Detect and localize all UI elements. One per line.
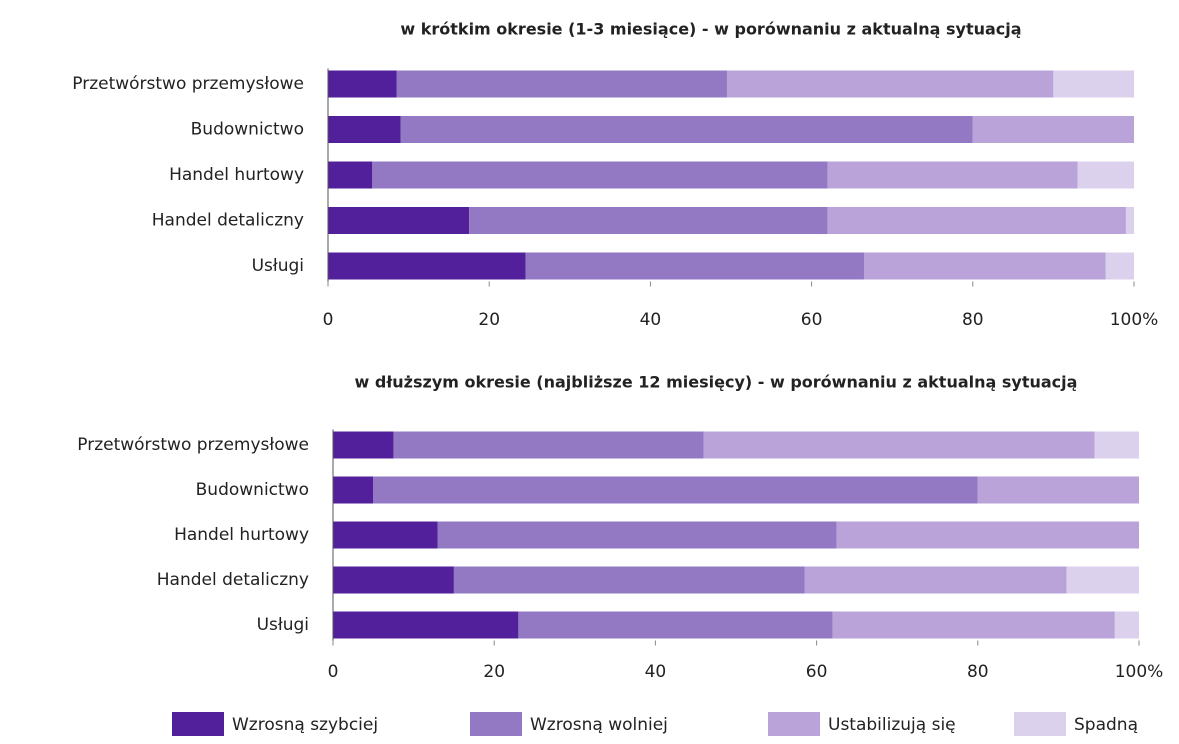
bar-segment	[453, 566, 805, 594]
bar-segment	[437, 521, 837, 549]
bar-segment	[863, 252, 1106, 280]
bar-segment	[1114, 611, 1139, 639]
y-tick-label: Usługi	[257, 615, 309, 635]
bar-segment	[1125, 207, 1134, 234]
bar-segment	[703, 431, 1095, 459]
bar-segment	[328, 70, 397, 98]
y-tick-label: Handel detaliczny	[152, 211, 304, 231]
bar-segment	[832, 611, 1115, 639]
bar-segment	[373, 476, 978, 504]
legend-swatch	[768, 712, 820, 736]
x-tick-label: 80	[962, 310, 984, 330]
legend-swatch	[1014, 712, 1066, 736]
bar-segment	[726, 70, 1054, 98]
bar-segment	[328, 116, 401, 143]
bar-segment	[518, 611, 833, 639]
x-tick-label: 20	[478, 310, 500, 330]
y-tick-label: Przetwórstwo przemysłowe	[72, 74, 304, 94]
x-tick-label: 0	[323, 310, 334, 330]
x-tick-label: 40	[640, 310, 662, 330]
bar-segment	[372, 161, 828, 189]
bar-segment	[328, 252, 526, 280]
bar-segment	[333, 566, 454, 594]
bar-segment	[525, 252, 864, 280]
bar-segment	[827, 207, 1126, 234]
bar-segment	[400, 116, 973, 143]
y-tick-label: Handel hurtowy	[174, 525, 309, 545]
bar-segment	[1105, 252, 1134, 280]
bar-segment	[333, 611, 519, 639]
x-tick-label: 100%	[1110, 310, 1159, 330]
bar-segment	[328, 161, 373, 189]
bar-segment	[836, 521, 1139, 549]
y-tick-label: Budownictwo	[191, 120, 304, 140]
chart-title: w dłuższym okresie (najbliższe 12 miesię…	[355, 373, 1078, 392]
legend-label: Spadną	[1074, 715, 1138, 735]
bar-segment	[393, 431, 704, 459]
bar-segment	[827, 161, 1078, 189]
x-tick-label: 40	[645, 662, 667, 682]
y-tick-label: Handel detaliczny	[157, 570, 309, 590]
x-tick-label: 100%	[1115, 662, 1164, 682]
bar-segment	[333, 476, 374, 504]
bar-segment	[977, 476, 1139, 504]
y-tick-label: Budownictwo	[196, 480, 309, 500]
bar-segment	[972, 116, 1134, 143]
bar-segment	[469, 207, 828, 234]
bar-segment	[1053, 70, 1134, 98]
x-tick-label: 0	[328, 662, 339, 682]
y-tick-label: Handel hurtowy	[169, 165, 304, 185]
bar-segment	[1077, 161, 1134, 189]
bar-segment	[804, 566, 1067, 594]
legend-label: Ustabilizują się	[828, 715, 956, 735]
x-tick-label: 60	[801, 310, 823, 330]
legend-swatch	[470, 712, 522, 736]
legend-label: Wzrosną szybciej	[232, 715, 378, 735]
x-tick-label: 60	[806, 662, 828, 682]
x-tick-label: 20	[483, 662, 505, 682]
legend-swatch	[172, 712, 224, 736]
y-tick-label: Usługi	[252, 256, 304, 276]
x-tick-label: 80	[967, 662, 989, 682]
bar-segment	[333, 521, 438, 549]
bar-segment	[333, 431, 394, 459]
y-tick-label: Przetwórstwo przemysłowe	[77, 435, 309, 455]
bar-segment	[328, 207, 470, 234]
bar-segment	[1094, 431, 1139, 459]
bar-segment	[1066, 566, 1139, 594]
legend-label: Wzrosną wolniej	[530, 715, 668, 735]
chart-title: w krótkim okresie (1-3 miesiące) - w por…	[400, 20, 1021, 39]
bar-segment	[396, 70, 727, 98]
